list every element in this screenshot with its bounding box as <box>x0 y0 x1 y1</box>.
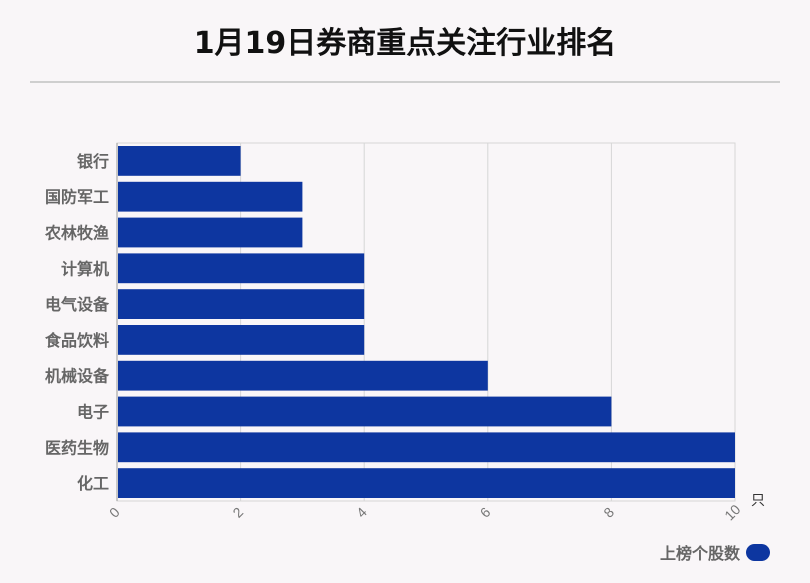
title-divider <box>30 81 780 83</box>
x-tick-label: 2 <box>229 504 246 521</box>
x-tick-label: 8 <box>600 504 617 521</box>
bar <box>118 432 735 463</box>
bar <box>118 468 735 498</box>
x-tick-label: 0 <box>106 504 123 521</box>
legend-label: 上榜个股数 <box>659 544 740 563</box>
bar <box>118 146 241 176</box>
x-tick-label: 10 <box>721 501 743 523</box>
bar <box>118 289 365 319</box>
bar <box>118 253 365 284</box>
y-category-label: 机械设备 <box>45 367 110 386</box>
bar <box>118 181 303 212</box>
y-category-label: 计算机 <box>61 259 109 278</box>
y-category-label: 化工 <box>77 474 109 493</box>
legend: 上榜个股数 <box>660 540 770 564</box>
bar <box>118 396 612 427</box>
axis-unit-label: 只 <box>751 493 765 509</box>
y-category-label: 银行 <box>77 152 109 171</box>
y-category-label: 电子 <box>77 403 109 422</box>
bar <box>118 360 488 391</box>
y-category-label: 电气设备 <box>45 295 110 314</box>
y-category-label: 国防军工 <box>45 188 109 207</box>
legend-swatch <box>746 543 770 561</box>
x-tick-label: 4 <box>353 504 370 521</box>
x-tick-label: 6 <box>477 504 494 521</box>
y-category-label: 食品饮料 <box>44 331 109 350</box>
y-category-label: 农林牧渔 <box>44 224 109 243</box>
y-category-label: 医药生物 <box>45 438 109 457</box>
bar <box>118 325 365 355</box>
bar <box>118 217 303 248</box>
chart-title: 1月19日券商重点关注行业排名 <box>193 26 617 61</box>
